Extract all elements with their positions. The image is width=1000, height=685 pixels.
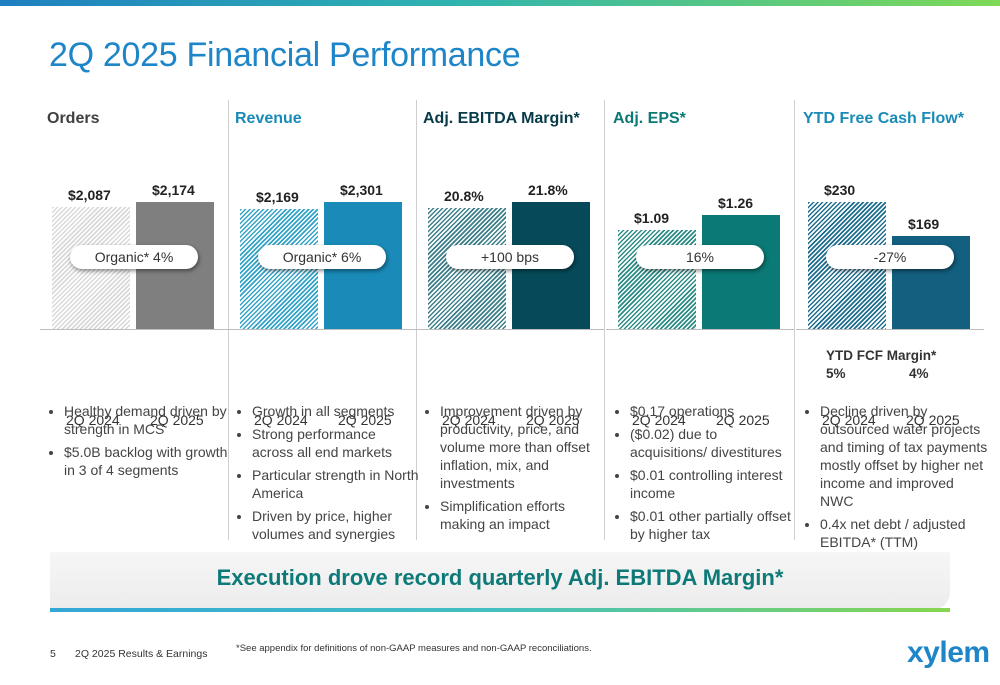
chart-baseline: [796, 329, 984, 330]
bar-value-label: $230: [824, 182, 856, 198]
x-tick-label: 2Q 2025: [906, 412, 960, 428]
change-callout: Organic* 4%: [70, 245, 198, 269]
banner-accent-line: [50, 608, 950, 612]
bullet-list: Growth in all segments Strong performance…: [234, 402, 420, 548]
kpi-panel: Orders 2Q 2024 2Q 2025 $2,087 $2,174 Organic*…: [40, 100, 229, 540]
fcf-margin-value: 5%: [826, 366, 846, 381]
bullet-list: Improvement driven by productivity, pric…: [422, 402, 608, 538]
fcf-margin-value: 4%: [909, 366, 929, 381]
panel-title: Adj. EPS*: [613, 110, 686, 127]
bullet-item: ($0.02) due to acquisitions/ divestiture…: [630, 425, 798, 461]
x-tick-label: 2Q 2025: [338, 412, 392, 428]
bar-value-label: $2,174: [152, 182, 195, 198]
bar-chart: $2,087 $2,174 Organic* 4%: [40, 140, 228, 330]
x-tick-label: 2Q 2024: [442, 412, 496, 428]
bar-value-label: 21.8%: [528, 182, 568, 198]
bar-value-label: $2,087: [68, 187, 111, 203]
bullet-list: Healthy demand driven by strength in MCS…: [46, 402, 232, 484]
x-tick-label: 2Q 2024: [254, 412, 308, 428]
x-tick-label: 2Q 2024: [66, 412, 120, 428]
bullet-item: Healthy demand driven by strength in MCS: [64, 402, 232, 438]
bar-2q-2024: [428, 208, 506, 330]
bullet-item: Particular strength in North America: [252, 466, 420, 502]
bullet-item: Driven by price, higher volumes and syne…: [252, 507, 420, 543]
bar-chart: $230 $169 -27%: [796, 140, 984, 330]
bullet-item: $0.17 operations: [630, 402, 798, 420]
change-callout: -27%: [826, 245, 954, 269]
bar-value-label: $1.26: [718, 195, 754, 211]
change-callout: +100 bps: [446, 245, 574, 269]
footnote: *See appendix for definitions of non-GAA…: [236, 643, 592, 654]
bullet-item: $0.01 other partially offset by higher t…: [630, 507, 798, 543]
bullet-item: Growth in all segments: [252, 402, 420, 420]
panel-title: Revenue: [235, 110, 302, 127]
x-tick-label: 2Q 2025: [526, 412, 580, 428]
bar-value-label: $2,169: [256, 189, 299, 205]
bar-value-label: 20.8%: [444, 188, 484, 204]
footer-label: 2Q 2025 Results & Earnings: [75, 648, 208, 660]
change-callout: Organic* 6%: [258, 245, 386, 269]
bullet-item: Simplification efforts making an impact: [440, 497, 608, 533]
x-tick-label: 2Q 2024: [822, 412, 876, 428]
bar-chart: 20.8% 21.8% +100 bps: [416, 140, 604, 330]
kpi-panel: Adj. EPS* 2Q 2024 2Q 2025 $1.09 $1.26 16% $0.1…: [606, 100, 795, 542]
x-tick-label: 2Q 2025: [150, 412, 204, 428]
bar-chart: $2,169 $2,301 Organic* 6%: [228, 140, 416, 330]
change-callout: 16%: [636, 245, 764, 269]
panel-title: Orders: [47, 110, 100, 127]
bullet-item: Strong performance across all end market…: [252, 425, 420, 461]
chart-baseline: [40, 329, 228, 330]
bar-2q-2024: [240, 209, 318, 330]
bullet-item: Improvement driven by productivity, pric…: [440, 402, 608, 492]
chart-baseline: [606, 329, 794, 330]
x-tick-label: 2Q 2025: [716, 412, 770, 428]
xylem-logo: xylem: [907, 636, 990, 669]
bar-chart: $1.09 $1.26 16%: [606, 140, 794, 330]
panel-title: Adj. EBITDA Margin*: [423, 110, 580, 127]
chart-baseline: [228, 329, 416, 330]
bullet-item: $0.01 controlling interest income: [630, 466, 798, 502]
bullet-item: 0.4x net debt / adjusted EBITDA* (TTM): [820, 515, 988, 551]
slide-title: 2Q 2025 Financial Performance: [49, 36, 521, 74]
panel-title: YTD Free Cash Flow*: [803, 110, 964, 127]
bar-value-label: $169: [908, 216, 940, 232]
top-accent-bar: [0, 0, 1000, 6]
bar-value-label: $1.09: [634, 210, 670, 226]
x-tick-label: 2Q 2024: [632, 412, 686, 428]
bullet-list: $0.17 operations ($0.02) due to acquisiti…: [612, 402, 798, 548]
kpi-panel: Revenue 2Q 2024 2Q 2025 $2,169 $2,301 Organic…: [228, 100, 419, 542]
banner-text: Execution drove record quarterly Adj. EB…: [216, 565, 784, 590]
chart-baseline: [416, 329, 604, 330]
page-number: 5: [50, 648, 56, 660]
bullet-list: Decline driven by outsourced water proje…: [802, 402, 988, 556]
bar-value-label: $2,301: [340, 182, 383, 198]
kpi-panel: YTD Free Cash Flow* 2Q 2024 2Q 2025 $230 $16…: [796, 100, 987, 550]
kpi-panel: Adj. EBITDA Margin* 2Q 2024 2Q 2025 20.8% 21…: [416, 100, 605, 540]
fcf-margin-label: YTD FCF Margin*: [826, 348, 937, 363]
bullet-item: Decline driven by outsourced water proje…: [820, 402, 988, 510]
bullet-item: $5.0B backlog with growth in 3 of 4 segm…: [64, 443, 232, 479]
bar-2q-2025: [702, 215, 780, 330]
summary-banner: [50, 552, 950, 610]
